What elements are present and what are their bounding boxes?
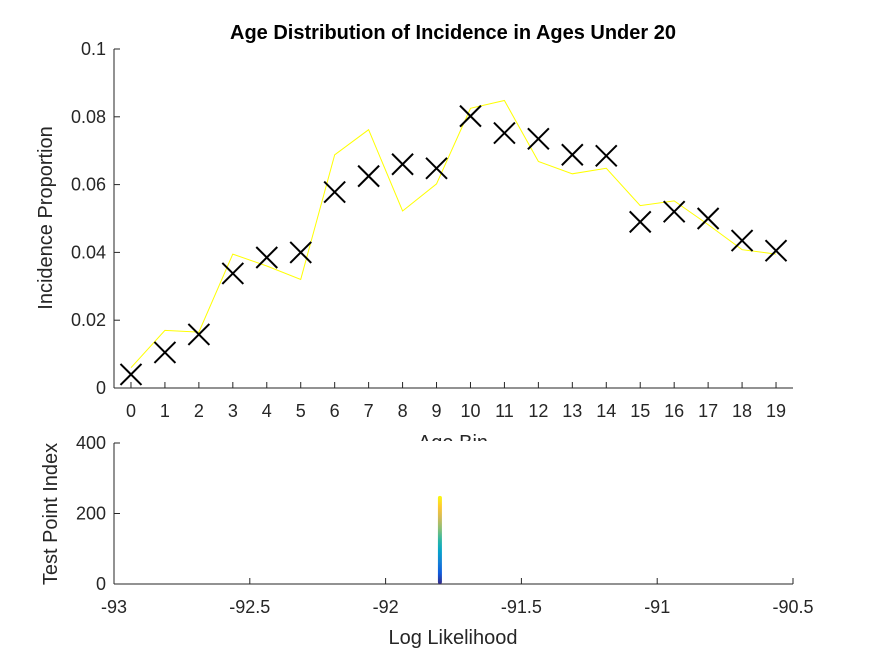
x-marker (696, 207, 720, 230)
x-axis-label-bottom: Log Likelihood (389, 627, 518, 649)
x-marker (595, 144, 618, 167)
y-tick-label: 0.04 (71, 242, 106, 262)
x-tick-label: 11 (495, 401, 514, 421)
y-tick-label: 0 (96, 378, 106, 398)
series-line (130, 99, 777, 369)
x-marker (730, 229, 754, 252)
x-tick-label: 5 (296, 401, 306, 421)
x-tick-label: -92 (373, 597, 399, 617)
lower-axes-background (114, 441, 794, 584)
x-tick-label: -91.5 (501, 597, 542, 617)
likelihood-chart: 0 200 400 -93 -92.5 -92 -91.5 -91 -90.5 Log Lik… (40, 433, 814, 649)
x-marker (187, 323, 211, 346)
x-marker (391, 153, 414, 176)
x-marker (425, 157, 448, 180)
x-tick-label: 0 (126, 401, 136, 421)
y-axis-label-bottom: Test Point Index (40, 443, 62, 585)
x-marker (561, 143, 584, 166)
x-tick-label: 19 (766, 401, 786, 421)
x-marker (255, 246, 278, 269)
y-tick-label: 0 (96, 574, 106, 594)
x-tick-label: -92.5 (229, 597, 270, 617)
x-tick-label: 1 (160, 401, 170, 421)
x-tick-label: 15 (630, 401, 650, 421)
y-axis-label: Incidence Proportion (35, 126, 57, 309)
y-tick-label: 0.1 (81, 39, 106, 59)
x-tick-label: 14 (596, 401, 616, 421)
x-marker (629, 210, 652, 234)
x-marker (662, 200, 686, 223)
y-tick-label: 0.06 (71, 175, 106, 195)
y-tick-label: 0.02 (71, 310, 106, 330)
chart-title: Age Distribution of Incidence in Ages Un… (230, 22, 676, 44)
x-tick-label: 17 (698, 401, 718, 421)
y-tick-label: 200 (76, 504, 106, 524)
x-marker (153, 341, 177, 364)
x-tick-label: -93 (101, 597, 127, 617)
x-marker (357, 164, 380, 188)
x-tick-label: 9 (432, 401, 442, 421)
x-marker (289, 241, 312, 264)
y-tick-label: 0.08 (71, 107, 106, 127)
x-marker (221, 262, 245, 285)
x-tick-label: 13 (562, 401, 582, 421)
x-tick-label: 12 (528, 401, 548, 421)
x-marker (323, 180, 346, 204)
x-tick-label: -90.5 (772, 597, 813, 617)
x-tick-label: 2 (194, 401, 204, 421)
x-tick-label: 3 (228, 401, 238, 421)
x-marker (764, 239, 788, 262)
x-tick-label: 7 (364, 401, 374, 421)
x-marker (493, 121, 516, 145)
x-marker (119, 363, 143, 386)
x-marker (527, 127, 550, 151)
y-tick-label: 400 (76, 433, 106, 453)
x-tick-label: 4 (262, 401, 272, 421)
x-tick-label: 16 (664, 401, 684, 421)
test-points-strip (437, 495, 442, 584)
x-marker (459, 104, 482, 128)
x-tick-label: -91 (644, 597, 670, 617)
x-tick-label: 6 (330, 401, 340, 421)
x-tick-label: 18 (732, 401, 752, 421)
x-tick-label: 8 (398, 401, 408, 421)
incidence-chart: Age Distribution of Incidence in Ages Un… (35, 22, 793, 454)
x-tick-label: 10 (460, 401, 480, 421)
